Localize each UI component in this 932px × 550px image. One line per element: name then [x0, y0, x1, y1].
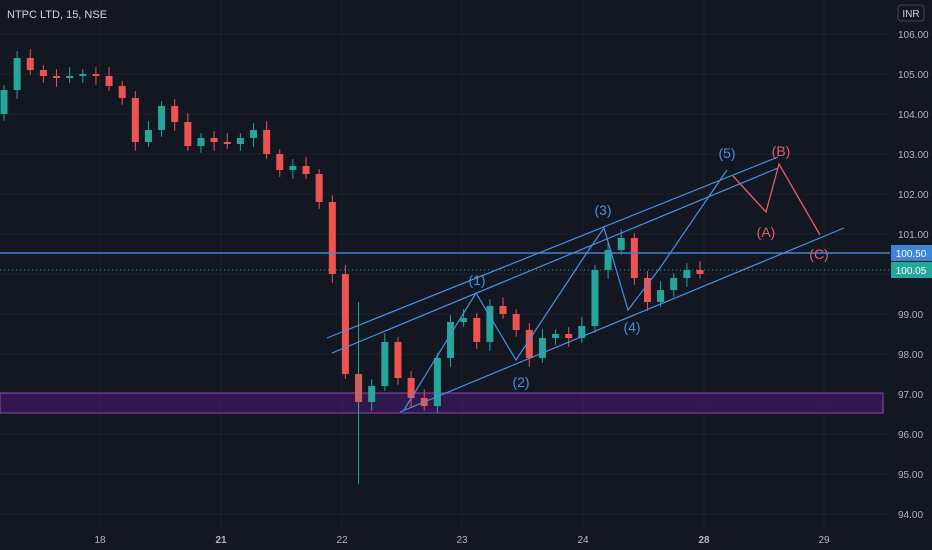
candle-body: [394, 342, 402, 378]
candle-body: [158, 106, 166, 130]
candle-body: [525, 330, 533, 358]
candle-body: [315, 174, 323, 202]
candle-body: [407, 378, 415, 398]
time-tick-label: 22: [336, 535, 348, 546]
price-tick-label: 106.00: [898, 30, 929, 41]
candle-body: [473, 318, 481, 342]
candle-body: [565, 334, 573, 338]
time-tick-label: 21: [215, 535, 227, 546]
hline-price-tag: [891, 245, 932, 261]
candle-body: [118, 86, 126, 98]
candle-body: [26, 58, 34, 70]
candle-body: [657, 290, 665, 302]
candle-body: [433, 358, 441, 406]
candle-body: [683, 270, 691, 278]
candle-body: [105, 76, 113, 86]
candle-body: [184, 122, 192, 146]
blue-wave-path[interactable]: [403, 169, 728, 411]
hline-price-label: 100.50: [896, 249, 927, 260]
wave-label-3: (3): [594, 202, 611, 218]
candle-body: [696, 270, 704, 274]
candle-body: [617, 238, 625, 250]
currency-label: INR: [902, 9, 919, 20]
price-tick-label: 94.00: [898, 510, 923, 521]
candle-body: [53, 76, 61, 78]
candle-body: [486, 306, 494, 342]
candle-body: [302, 166, 310, 174]
wave-label-a: (A): [757, 224, 776, 240]
candle-body: [39, 70, 47, 76]
candle-body: [223, 142, 231, 144]
candle-body: [368, 386, 376, 402]
candle-body: [13, 58, 21, 90]
candle-body: [171, 106, 179, 122]
price-tick-label: 103.00: [898, 150, 929, 161]
channel-lower-line[interactable]: [399, 227, 845, 413]
candle-body: [0, 90, 8, 114]
last-price-label: 100.05: [896, 266, 927, 277]
candle-body: [144, 130, 152, 142]
candle-body: [197, 138, 205, 146]
channel-upper-line[interactable]: [326, 156, 779, 339]
wave-label-b: (B): [772, 143, 791, 159]
candle-body: [630, 238, 638, 278]
candle-body: [670, 278, 678, 290]
candle-body: [381, 342, 389, 386]
candle-body: [591, 270, 599, 326]
channel-middle-line[interactable]: [331, 167, 779, 354]
candle-body: [460, 318, 468, 322]
currency-badge[interactable]: [897, 4, 925, 22]
time-tick-label: 28: [698, 535, 710, 546]
candle-body: [538, 338, 546, 358]
candle-body: [578, 326, 586, 338]
candle-body: [328, 202, 336, 274]
wave-label-4: (4): [623, 319, 640, 335]
price-tick-label: 104.00: [898, 110, 929, 121]
candle-body: [210, 138, 218, 142]
price-tick-label: 102.00: [898, 190, 929, 201]
time-tick-label: 24: [577, 535, 589, 546]
candles: [0, 49, 704, 484]
support-zone[interactable]: [0, 392, 884, 414]
candle-body: [79, 74, 87, 76]
time-tick-label: 23: [456, 535, 468, 546]
time-tick-label: 18: [94, 535, 106, 546]
grid: [0, 0, 890, 530]
price-tick-label: 105.00: [898, 70, 929, 81]
candle-body: [552, 334, 560, 338]
candle-body: [66, 76, 74, 78]
price-axis[interactable]: 106.00 105.00 104.00 103.00 102.00 101.00 100.…: [898, 30, 929, 521]
candle-body: [512, 314, 520, 330]
candle-body: [499, 306, 507, 314]
last-price-tag: [891, 262, 932, 278]
candle-body: [276, 154, 284, 170]
price-tick-label: 98.00: [898, 350, 923, 361]
candle-body: [131, 98, 139, 142]
candle-body: [250, 130, 258, 138]
price-tick-label: 96.00: [898, 430, 923, 441]
price-tick-label: 99.00: [898, 310, 923, 321]
candle-body: [289, 166, 297, 170]
candle-body: [236, 138, 244, 144]
wave-label-c: (C): [809, 246, 828, 262]
wave-label-2: (2): [512, 374, 529, 390]
red-wave-path[interactable]: [732, 162, 821, 236]
price-tick-label: 95.00: [898, 470, 923, 481]
wave-label-5: (5): [718, 145, 735, 161]
symbol-title[interactable]: NTPC LTD, 15, NSE: [7, 9, 107, 21]
candle-body: [446, 322, 454, 358]
time-tick-label: 29: [818, 535, 830, 546]
candle-body: [604, 250, 612, 270]
candle-body: [92, 74, 100, 76]
candle-body: [263, 130, 271, 154]
candle-body: [643, 278, 651, 302]
price-tick-label: 101.00: [898, 230, 929, 241]
price-tick-label: 97.00: [898, 390, 923, 401]
candle-body: [341, 274, 349, 374]
time-axis[interactable]: 18 21 22 23 24 28 29: [94, 535, 830, 546]
wave-label-1: (1): [468, 272, 485, 288]
